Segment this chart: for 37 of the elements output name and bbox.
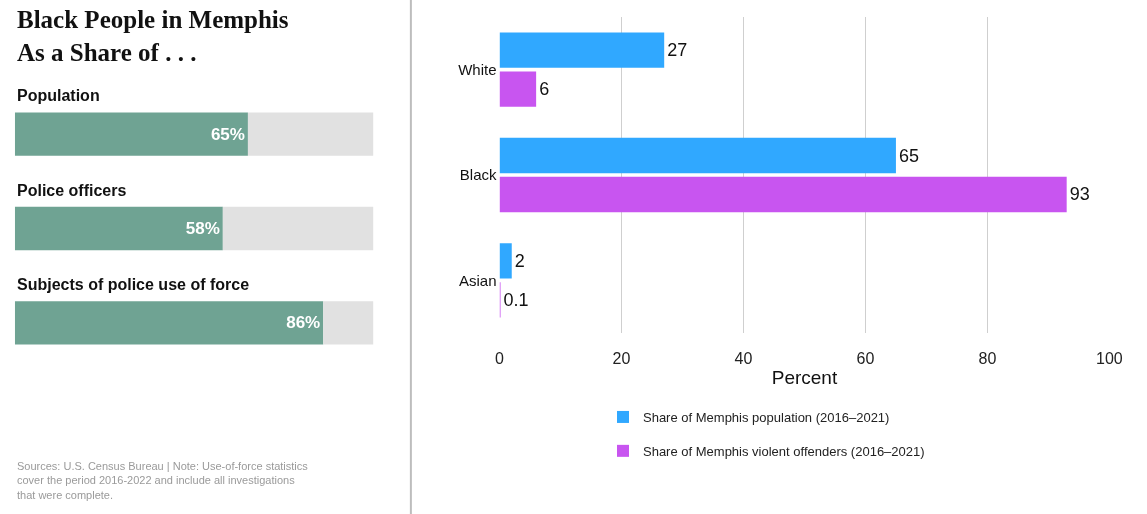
legend-label: Share of Memphis violent offenders (2016–2021)	[642, 443, 925, 459]
source-note: Sources: U.S. Census Bureau | Note: Use-of-force statistics cover the period 2016-2022 and include all investigations that were complete.	[17, 460, 309, 501]
data-label: 6	[539, 79, 550, 100]
y-tick-label: Police officers	[17, 182, 127, 199]
bar	[499, 32, 665, 68]
data-label: 27	[667, 40, 688, 61]
x-tick-label: 20	[612, 350, 631, 367]
bar	[222, 206, 374, 251]
data-label: 65%	[210, 124, 245, 144]
bar	[14, 206, 223, 251]
bar	[499, 176, 1067, 213]
x-tick-label: 0	[495, 350, 505, 367]
data-label: 93	[1069, 184, 1090, 205]
data-label: 58%	[185, 219, 220, 238]
bar	[14, 301, 324, 345]
chart-title: Black People in Memphis As a Share of . . .	[17, 6, 289, 66]
bar	[247, 112, 374, 156]
y-tick-label: Asian	[459, 271, 497, 289]
x-tick-label: 40	[734, 350, 753, 367]
y-tick-label: White	[458, 60, 497, 78]
x-tick-label: 80	[978, 350, 997, 367]
x-tick-label: 100	[1096, 350, 1123, 367]
data-label: 2	[514, 250, 525, 271]
bar	[499, 137, 896, 174]
y-tick-label: Black	[459, 166, 498, 184]
y-tick-label: Subjects of police use of force	[17, 276, 250, 293]
bar	[499, 71, 537, 107]
legend-label: Share of Memphis population (2016–2021)	[642, 410, 890, 426]
data-label: 65	[898, 145, 919, 166]
bar	[323, 301, 374, 345]
data-label: 86%	[286, 313, 321, 333]
y-tick-label: Population	[17, 87, 100, 104]
data-label: 0.1	[503, 289, 529, 310]
bar	[499, 243, 512, 279]
bar	[14, 112, 248, 156]
x-tick-label: 60	[856, 350, 875, 367]
x-axis-title: Percent	[771, 366, 838, 388]
